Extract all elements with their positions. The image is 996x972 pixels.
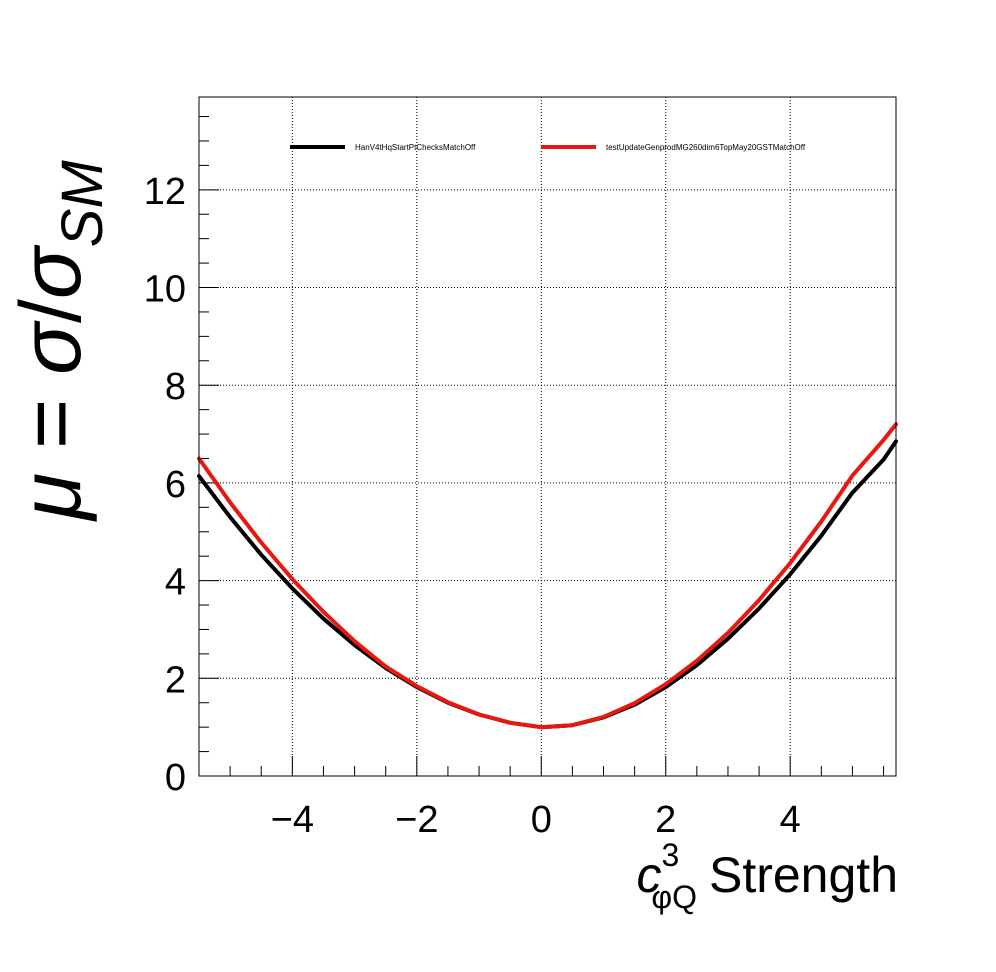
- y-axis-title-slash: /: [3, 299, 99, 323]
- y-tick-label: 6: [165, 464, 186, 506]
- series-line-2: [197, 422, 898, 730]
- x-axis-title: c3 φQ Strength: [637, 837, 898, 915]
- x-tick-label: 4: [780, 799, 801, 841]
- y-tick-label: 10: [144, 269, 186, 311]
- plot-frame: [198, 96, 897, 777]
- legend-label-series-2: testUpdateGenprodMG260dim6TopMay20GSTMat…: [606, 143, 806, 152]
- y-axis-title-sigma-sm: σ: [3, 244, 99, 299]
- y-axis-title: μ = σ/σSM: [3, 160, 115, 522]
- legend: HanV4tHqStartPtChecksMatchOff testUpdate…: [290, 143, 806, 152]
- y-tick-label: 2: [165, 659, 186, 701]
- legend-label-series-1: HanV4tHqStartPtChecksMatchOff: [355, 143, 476, 152]
- grid-lines: [199, 97, 896, 776]
- y-tick-label: 12: [144, 171, 186, 213]
- x-axis-title-text: Strength: [709, 847, 898, 903]
- y-tick-label: 0: [165, 757, 186, 799]
- svg-text:μ = σ/σSM: μ = σ/σSM: [3, 160, 115, 522]
- y-tick-label: 8: [165, 366, 186, 408]
- tick-labels: −4 −2 0 2 4 0 2 4 6 8 10 12: [144, 171, 801, 841]
- x-tick-label: 0: [531, 799, 552, 841]
- x-tick-label: −2: [395, 799, 438, 841]
- y-axis-title-equals: =: [3, 375, 99, 473]
- x-axis-title-symbol: c: [637, 847, 662, 903]
- y-axis-title-subscript: SM: [50, 160, 115, 248]
- x-tick-label: 2: [655, 799, 676, 841]
- x-axis-title-subscript: φQ: [651, 879, 697, 915]
- y-axis-title-sigma: σ: [3, 320, 99, 375]
- data-series: [197, 422, 898, 730]
- x-axis-title-superscript: 3: [662, 837, 680, 873]
- y-axis-title-mu: μ: [3, 473, 99, 522]
- x-tick-label: −4: [271, 799, 314, 841]
- y-tick-label: 4: [165, 562, 186, 604]
